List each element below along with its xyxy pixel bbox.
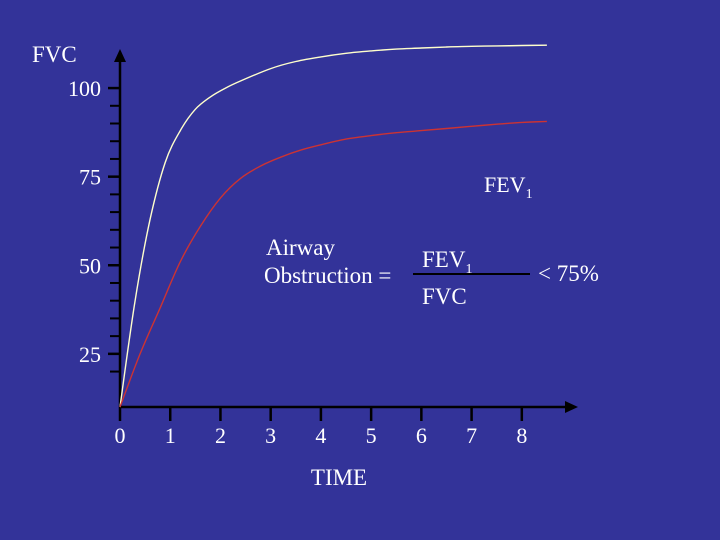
x-tick-label: 5	[366, 423, 377, 448]
y-axis-arrow	[114, 49, 126, 62]
x-tick-label: 8	[516, 423, 527, 448]
y-minor-ticks	[110, 104, 120, 373]
ratio-formula: Airway Obstruction = FEV1 FVC < 75%	[264, 235, 599, 309]
x-axis-title: TIME	[311, 465, 367, 490]
y-axis-title: FVC	[32, 42, 77, 67]
x-tick-label: 2	[215, 423, 226, 448]
formula-result: < 75%	[538, 261, 599, 286]
x-tick-label: 3	[265, 423, 276, 448]
fev1-curve	[119, 120, 547, 408]
formula-numerator: FEV1	[422, 247, 472, 277]
x-tick-label: 7	[466, 423, 477, 448]
formula-obstruction: Obstruction =	[264, 263, 391, 288]
y-tick-label: 25	[79, 342, 101, 367]
y-tick-label: 50	[79, 253, 101, 278]
fev1-series-label-main: FEV	[484, 172, 526, 197]
y-tick-label: 75	[79, 165, 101, 190]
x-axis-arrow	[565, 401, 578, 413]
formula-numerator-sub: 1	[465, 262, 472, 277]
x-tick-label: 4	[315, 423, 326, 448]
curves	[119, 44, 547, 408]
x-tick-label: 1	[165, 423, 176, 448]
formula-denominator: FVC	[422, 284, 467, 309]
x-ticks: 0 1 2 3 4 5 6 7 8	[115, 407, 527, 448]
y-tick-label: 100	[68, 76, 101, 101]
formula-airway: Airway	[266, 235, 335, 260]
x-tick-label: 0	[115, 423, 126, 448]
fvc-curve	[119, 44, 547, 408]
fev1-series-label-sub: 1	[526, 187, 533, 202]
y-ticks: 25 50 75 100	[68, 76, 120, 367]
formula-numerator-main: FEV	[422, 247, 466, 272]
fev1-series-label: FEV1	[484, 172, 533, 202]
x-tick-label: 6	[416, 423, 427, 448]
